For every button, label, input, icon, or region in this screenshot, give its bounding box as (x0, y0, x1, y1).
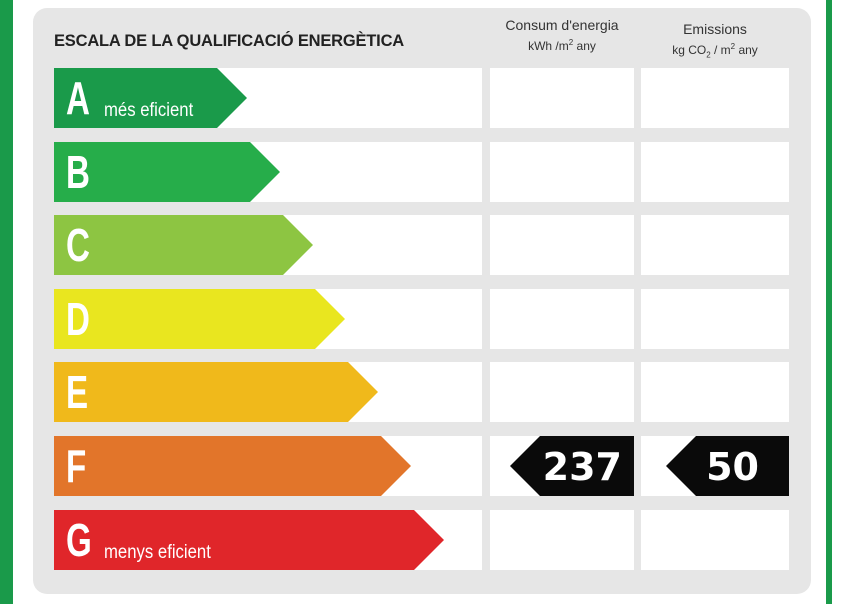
emissions-cell-b (641, 142, 789, 202)
rating-letter: D (66, 293, 90, 345)
consum-cell-e (490, 362, 634, 422)
emissions-cell-g (641, 510, 789, 570)
rating-letter: A (66, 72, 90, 124)
consum-cell-g (490, 510, 634, 570)
page-title: ESCALA DE LA QUALIFICACIÓ ENERGÈTICA (54, 32, 404, 50)
rating-letter: F (66, 440, 87, 492)
emissions-column-unit: kg CO2 / m2 any (672, 42, 758, 60)
consum-cell-c (490, 215, 634, 275)
emissions-column-header: Emissions kg CO2 / m2 any (641, 20, 789, 64)
rating-arrow-b: B (54, 142, 280, 202)
emissions-value: 50 (706, 445, 759, 489)
emissions-cell-a (641, 68, 789, 128)
emissions-cell-e (641, 362, 789, 422)
rating-letter: B (66, 146, 90, 198)
consum-column-label: Consum d'energia (505, 17, 619, 33)
rating-arrow-e: E (54, 362, 378, 422)
consum-cell-d (490, 289, 634, 349)
emissions-column-label: Emissions (683, 21, 747, 37)
rating-letter: E (66, 366, 89, 418)
consum-column-header: Consum d'energia kWh /m2 any (490, 16, 634, 55)
consum-value: 237 (542, 445, 622, 489)
rating-arrow-f: F (54, 436, 411, 496)
rating-arrow-d: D (54, 289, 345, 349)
rating-letter: C (66, 219, 90, 271)
rating-arrow-c: C (54, 215, 313, 275)
rating-description: més eficient (104, 100, 194, 121)
consum-cell-b (490, 142, 634, 202)
emissions-cell-d (641, 289, 789, 349)
consum-cell-a (490, 68, 634, 128)
emissions-value-marker: 50 (666, 436, 789, 496)
frame-right-border (826, 0, 832, 604)
consum-column-unit: kWh /m2 any (528, 38, 596, 53)
consum-value-marker: 237 (510, 436, 634, 496)
rating-letter: G (66, 514, 92, 566)
emissions-cell-c (641, 215, 789, 275)
rating-description: menys eficient (104, 542, 211, 563)
frame-left-border (0, 0, 13, 604)
